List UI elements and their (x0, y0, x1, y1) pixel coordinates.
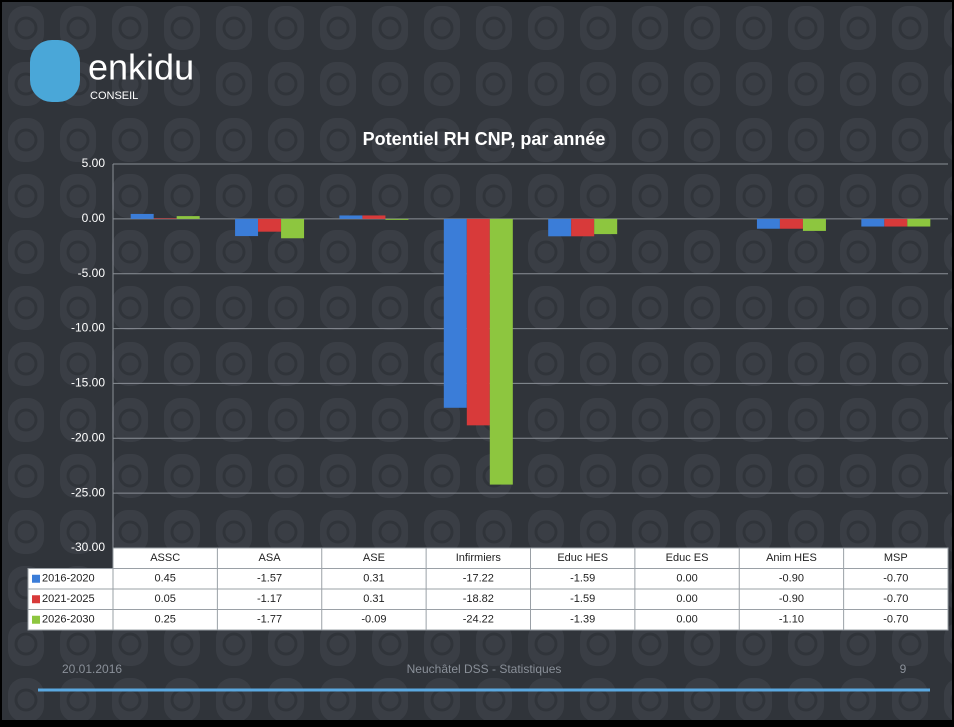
x-tick-label: Educ HES (557, 552, 608, 564)
bar (281, 218, 305, 239)
table-value: 0.00 (676, 573, 697, 585)
bar (571, 218, 595, 237)
table-value: -1.39 (570, 614, 595, 626)
chart-title: Potentiel RH CNP, par année (363, 129, 606, 149)
table-value: 0.45 (154, 573, 175, 585)
footer-center: Neuchâtel DSS - Statistiques (407, 662, 562, 676)
logo-sub: CONSEIL (90, 90, 138, 102)
x-tick-label: ASA (259, 552, 282, 564)
bar (489, 218, 513, 485)
table-value: -0.70 (883, 593, 908, 605)
bar (385, 218, 409, 220)
page-number: 9 (900, 662, 907, 676)
table-value: 0.00 (676, 593, 697, 605)
data-table (27, 568, 949, 631)
table-value: 0.31 (363, 593, 384, 605)
table-value: 0.25 (154, 614, 175, 626)
legend-key (32, 595, 40, 604)
y-tick-label: -25.00 (71, 485, 105, 499)
logo-icon (30, 40, 80, 102)
x-tick-label: ASSC (150, 552, 180, 564)
table-value: -1.17 (257, 593, 282, 605)
table-value: -1.10 (779, 614, 804, 626)
x-tick-label: MSP (884, 552, 908, 564)
bar (153, 218, 177, 219)
bar (548, 218, 572, 237)
logo-text: enkidu (88, 47, 194, 88)
table-value: -1.77 (257, 614, 282, 626)
legend-key (32, 574, 40, 583)
bar (756, 218, 780, 229)
table-value: -18.82 (463, 593, 494, 605)
bar (779, 218, 803, 229)
table-value: -17.22 (463, 573, 494, 585)
bar (594, 218, 618, 235)
y-tick-label: 0.00 (82, 211, 106, 225)
footer-date: 20.01.2016 (62, 662, 122, 676)
bar (235, 218, 259, 237)
table-value: -24.22 (463, 614, 494, 626)
table-value: -1.59 (570, 593, 595, 605)
y-tick-label: -10.00 (71, 321, 105, 335)
bar (258, 218, 282, 232)
legend-key (32, 615, 40, 624)
x-tick-label: Infirmiers (456, 552, 502, 564)
bar (802, 218, 826, 231)
legend-label: 2026-2030 (42, 614, 95, 626)
x-tick-label: Anim HES (766, 552, 817, 564)
bar (861, 218, 885, 227)
bar (466, 218, 490, 426)
table-value: -0.90 (779, 573, 804, 585)
legend-label: 2016-2020 (42, 573, 95, 585)
legend-label: 2021-2025 (42, 593, 95, 605)
table-value: -0.09 (361, 614, 386, 626)
x-tick-label: ASE (363, 552, 385, 564)
y-tick-label: -15.00 (71, 376, 105, 390)
bar (884, 218, 908, 227)
y-tick-label: 5.00 (82, 156, 106, 170)
table-value: -1.59 (570, 573, 595, 585)
bar (130, 213, 154, 219)
table-value: 0.00 (676, 614, 697, 626)
table-value: 0.31 (363, 573, 384, 585)
bar (339, 215, 363, 219)
x-tick-label: Educ ES (666, 552, 709, 564)
bar (362, 215, 386, 219)
table-value: -1.57 (257, 573, 282, 585)
bar (907, 218, 931, 227)
bar (176, 216, 200, 219)
table-value: 0.05 (154, 593, 175, 605)
y-tick-label: -5.00 (78, 266, 106, 280)
table-value: -0.70 (883, 614, 908, 626)
table-value: -0.90 (779, 593, 804, 605)
bar (443, 218, 467, 408)
y-tick-label: -30.00 (71, 540, 105, 554)
y-tick-label: -20.00 (71, 430, 105, 444)
table-value: -0.70 (883, 573, 908, 585)
